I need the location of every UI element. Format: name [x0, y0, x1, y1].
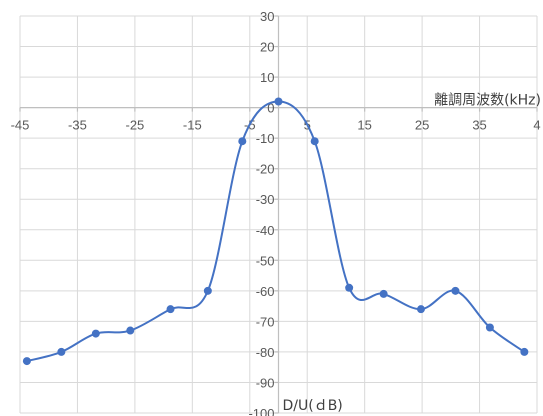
y-tick-label: -30 [256, 192, 275, 207]
y-tick-label: -50 [256, 253, 275, 268]
x-tick-label: -15 [183, 118, 202, 133]
x-tick-label: 35 [472, 118, 486, 133]
data-point [57, 347, 66, 356]
y-tick-label: 30 [260, 9, 274, 24]
x-tick-label: 4 [533, 118, 540, 133]
data-point [345, 283, 354, 292]
data-point [485, 323, 494, 332]
axes [19, 15, 538, 414]
data-point [238, 137, 247, 146]
data-point [203, 286, 212, 295]
y-tick-label: -60 [256, 284, 275, 299]
x-tick-label: 25 [415, 118, 429, 133]
data-point [166, 305, 175, 314]
x-tick-label: -35 [68, 118, 87, 133]
y-tick-label: -20 [256, 162, 275, 177]
data-point [310, 137, 319, 146]
data-point [274, 97, 283, 106]
x-tick-label: -25 [125, 118, 144, 133]
data-point [126, 326, 135, 335]
y-tick-label: -70 [256, 314, 275, 329]
y-tick-label: -40 [256, 223, 275, 238]
data-point [520, 347, 529, 356]
data-point [379, 289, 388, 298]
data-point [416, 305, 425, 314]
y-tick-label: 0 [267, 101, 274, 116]
data-point [451, 286, 460, 295]
x-tick-label: 15 [357, 118, 371, 133]
y-tick-label: 20 [260, 40, 274, 55]
y-tick-label: -80 [256, 345, 275, 360]
y-tick-label: -10 [256, 131, 275, 146]
data-point [91, 329, 100, 338]
y-axis-title: D/U(ｄB) [283, 398, 343, 414]
tick-labels: -45 -35 -25 -15 -5 5 15 25 35 43020100-10-20-30-4… [11, 9, 541, 416]
y-tick-label: 10 [260, 70, 274, 85]
series [22, 97, 529, 366]
series-line [26, 100, 525, 363]
x-tick-label: -45 [11, 118, 30, 133]
y-tick-label: -100 [248, 406, 274, 416]
data-point [22, 357, 31, 366]
y-tick-label: -90 [256, 375, 275, 390]
x-axis-title: 離調周波数(kHz) [434, 92, 541, 109]
